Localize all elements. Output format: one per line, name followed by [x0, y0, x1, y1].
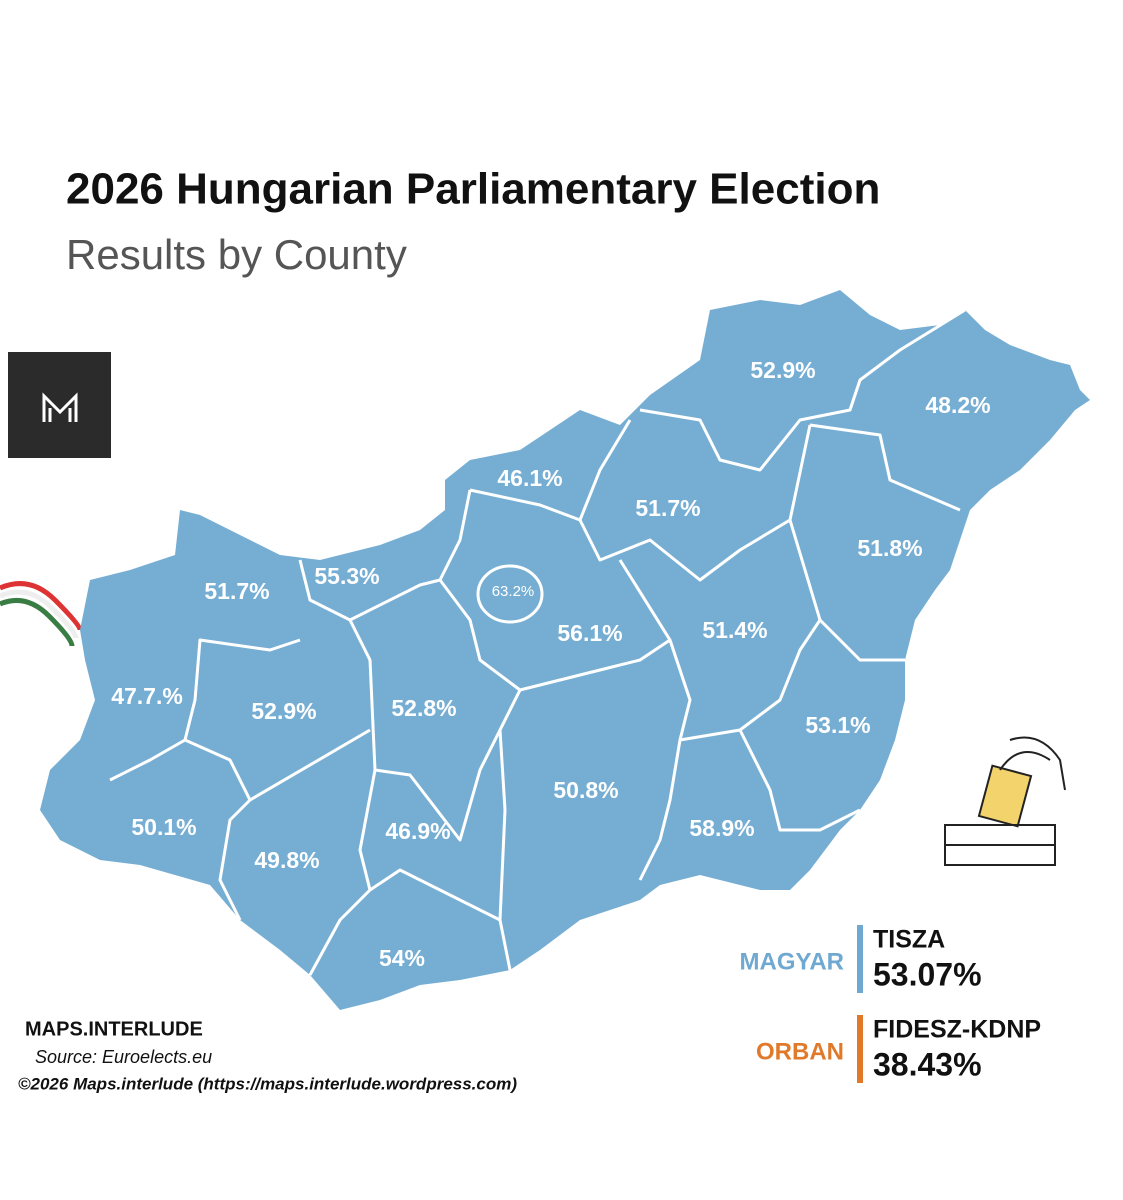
county-label: 52.9% [750, 357, 815, 383]
logo [8, 352, 111, 458]
county-label: 51.4% [702, 617, 767, 643]
county-label: 54% [379, 945, 425, 971]
legend-bar [857, 1015, 863, 1083]
county-borders [109, 308, 966, 976]
flag-ribbon [0, 581, 83, 647]
county-label: 51.8% [857, 535, 922, 561]
county-label: 46.1% [497, 465, 562, 491]
county-label: 50.8% [553, 777, 618, 803]
country-shape [40, 290, 1090, 1010]
county-label: 53.1% [805, 712, 870, 738]
vote-share: 38.43% [873, 1046, 982, 1082]
county-label: 47.7.% [111, 683, 183, 709]
source: Source: Euroelects.eu [35, 1047, 212, 1067]
county-label: 48.2% [925, 392, 990, 418]
county-label: 51.7% [635, 495, 700, 521]
county-label: 46.9% [385, 818, 450, 844]
leader-name: MAGYAR [740, 948, 844, 975]
brand: MAPS.INTERLUDE [25, 1018, 203, 1040]
county-label: 52.9% [251, 698, 316, 724]
county-label: 56.1% [557, 620, 622, 646]
county-label: 49.8% [254, 847, 319, 873]
party-name: FIDESZ-KDNP [873, 1016, 1041, 1044]
subtitle: Results by County [66, 231, 407, 278]
ballot-icon [944, 736, 1066, 866]
county-label: 63.2% [492, 583, 535, 600]
county-label: 51.7% [204, 578, 269, 604]
county-label: 50.1% [131, 814, 196, 840]
party-name: TISZA [873, 926, 945, 954]
county-label: 58.9% [689, 815, 754, 841]
title: 2026 Hungarian Parliamentary Election [66, 165, 880, 214]
county-label: 52.8% [391, 695, 456, 721]
copyright: ©2026 Maps.interlude (https://maps.inter… [18, 1074, 517, 1093]
leader-name: ORBAN [756, 1038, 844, 1065]
legend-bar [857, 925, 863, 993]
vote-share: 53.07% [873, 956, 982, 992]
county-label: 55.3% [314, 563, 379, 589]
